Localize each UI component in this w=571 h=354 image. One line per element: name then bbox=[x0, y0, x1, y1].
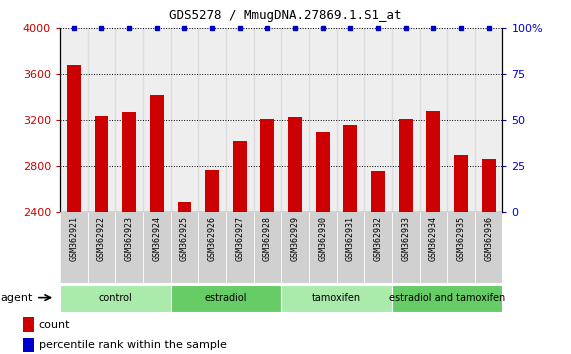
Bar bbox=[254, 28, 282, 212]
Text: control: control bbox=[98, 293, 132, 303]
Bar bbox=[226, 28, 254, 212]
Bar bbox=[364, 28, 392, 212]
Text: GSM362933: GSM362933 bbox=[401, 216, 410, 261]
Bar bbox=[447, 28, 475, 212]
Text: GSM362932: GSM362932 bbox=[373, 216, 383, 261]
Bar bbox=[60, 28, 87, 212]
Bar bbox=[343, 125, 357, 212]
Bar bbox=[171, 285, 282, 312]
Bar bbox=[475, 212, 502, 283]
Bar bbox=[260, 119, 274, 212]
Bar bbox=[87, 28, 115, 212]
Bar bbox=[454, 155, 468, 212]
Bar bbox=[288, 117, 302, 212]
Bar bbox=[447, 212, 475, 283]
Text: estradiol: estradiol bbox=[204, 293, 247, 303]
Bar bbox=[420, 212, 447, 283]
Text: GSM362928: GSM362928 bbox=[263, 216, 272, 261]
Bar bbox=[205, 170, 219, 212]
Text: GSM362931: GSM362931 bbox=[346, 216, 355, 261]
Text: GSM362935: GSM362935 bbox=[456, 216, 465, 261]
Bar bbox=[309, 212, 336, 283]
Text: count: count bbox=[39, 320, 70, 330]
Bar bbox=[87, 212, 115, 283]
Bar bbox=[60, 212, 87, 283]
Text: estradiol and tamoxifen: estradiol and tamoxifen bbox=[389, 293, 505, 303]
Text: GSM362934: GSM362934 bbox=[429, 216, 438, 261]
Bar bbox=[254, 212, 282, 283]
Bar bbox=[143, 28, 171, 212]
Bar bbox=[420, 28, 447, 212]
Text: percentile rank within the sample: percentile rank within the sample bbox=[39, 340, 227, 350]
Bar bbox=[392, 285, 502, 312]
Text: GSM362927: GSM362927 bbox=[235, 216, 244, 261]
Bar bbox=[364, 212, 392, 283]
Text: GSM362922: GSM362922 bbox=[97, 216, 106, 261]
Bar bbox=[482, 160, 496, 212]
Bar bbox=[67, 65, 81, 212]
Bar bbox=[392, 212, 420, 283]
Bar bbox=[115, 212, 143, 283]
Text: GSM362924: GSM362924 bbox=[152, 216, 161, 261]
Bar bbox=[336, 28, 364, 212]
Bar bbox=[95, 116, 108, 212]
Bar bbox=[226, 212, 254, 283]
Bar bbox=[171, 212, 198, 283]
Bar bbox=[122, 112, 136, 212]
Bar bbox=[475, 28, 502, 212]
Bar bbox=[233, 141, 247, 212]
Bar bbox=[316, 132, 329, 212]
Bar bbox=[282, 28, 309, 212]
Bar bbox=[399, 119, 413, 212]
Text: GSM362926: GSM362926 bbox=[208, 216, 216, 261]
Bar bbox=[198, 212, 226, 283]
Bar bbox=[23, 317, 34, 332]
Text: GSM362923: GSM362923 bbox=[124, 216, 134, 261]
Bar bbox=[371, 171, 385, 212]
Text: agent: agent bbox=[0, 293, 33, 303]
Bar bbox=[198, 28, 226, 212]
Bar bbox=[115, 28, 143, 212]
Text: tamoxifen: tamoxifen bbox=[312, 293, 361, 303]
Text: GSM362936: GSM362936 bbox=[484, 216, 493, 261]
Bar bbox=[282, 285, 392, 312]
Bar bbox=[178, 202, 191, 212]
Text: GSM362921: GSM362921 bbox=[69, 216, 78, 261]
Bar bbox=[23, 338, 34, 352]
Text: GSM362925: GSM362925 bbox=[180, 216, 189, 261]
Bar bbox=[171, 28, 198, 212]
Bar bbox=[427, 111, 440, 212]
Bar bbox=[309, 28, 336, 212]
Text: GSM362930: GSM362930 bbox=[318, 216, 327, 261]
Bar bbox=[392, 28, 420, 212]
Text: GDS5278 / MmugDNA.27869.1.S1_at: GDS5278 / MmugDNA.27869.1.S1_at bbox=[169, 9, 402, 22]
Bar bbox=[60, 285, 171, 312]
Bar bbox=[150, 95, 164, 212]
Bar bbox=[143, 212, 171, 283]
Text: GSM362929: GSM362929 bbox=[291, 216, 300, 261]
Bar bbox=[336, 212, 364, 283]
Bar bbox=[282, 212, 309, 283]
